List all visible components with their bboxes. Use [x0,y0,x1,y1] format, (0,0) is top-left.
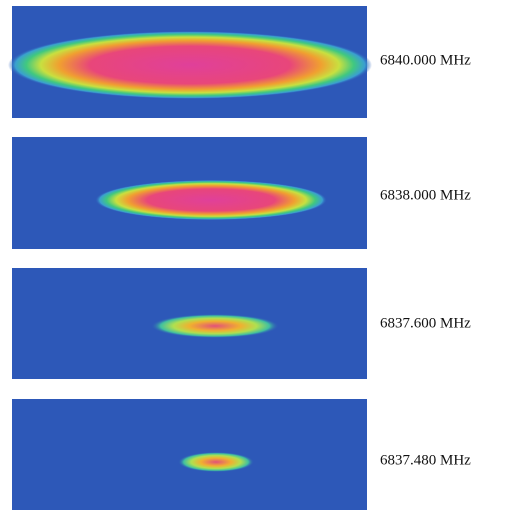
figure: 6840.000 MHz 6838.000 MHz 6837.600 MHz 6… [0,0,509,513]
atom-cloud [95,180,327,220]
frequency-label: 6837.600 MHz [380,315,471,331]
frequency-label: 6837.480 MHz [380,452,471,468]
atom-cloud [178,452,254,472]
panel: 6838.000 MHz [12,137,471,249]
panel: 6837.480 MHz [12,399,471,510]
atom-cloud [8,31,372,99]
frequency-label: 6840.000 MHz [380,52,471,68]
frequency-label: 6838.000 MHz [380,187,471,203]
panel: 6837.600 MHz [12,268,471,379]
image-background [12,399,367,510]
atom-cloud [151,314,279,338]
panel: 6840.000 MHz [8,6,471,118]
